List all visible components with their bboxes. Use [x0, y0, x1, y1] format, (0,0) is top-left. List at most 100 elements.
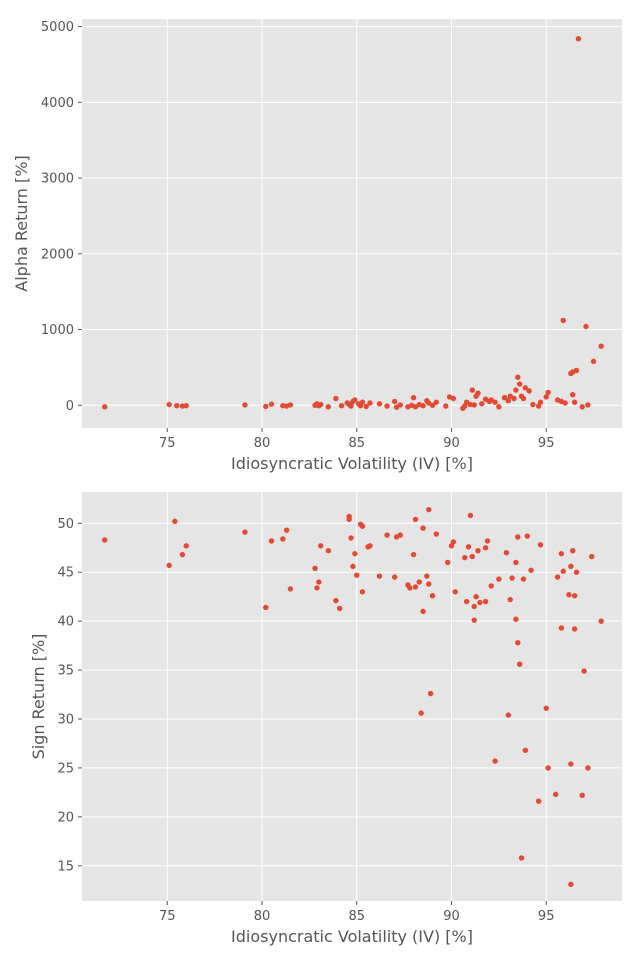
data-point — [507, 596, 513, 603]
x-axis-title: Idiosyncratic Volatility (IV) [%] — [231, 927, 473, 946]
data-point — [509, 575, 515, 581]
y-tick-label: 0 — [66, 399, 74, 414]
data-point — [333, 395, 339, 402]
y-tick-label: 40 — [57, 615, 74, 630]
data-point — [579, 404, 585, 410]
x-tick-label: 90 — [443, 436, 460, 451]
x-tick-label: 80 — [254, 909, 271, 924]
data-point — [581, 668, 587, 674]
data-point — [571, 626, 578, 632]
data-point — [552, 791, 559, 798]
data-point — [518, 855, 525, 861]
data-point — [537, 399, 544, 405]
data-point — [570, 391, 576, 398]
plot-background — [82, 492, 622, 901]
data-point — [562, 400, 568, 406]
data-point — [585, 402, 591, 408]
x-tick-label: 85 — [348, 909, 365, 924]
data-point — [543, 705, 549, 711]
data-point — [482, 545, 489, 551]
data-point — [496, 576, 502, 582]
data-point — [268, 538, 275, 544]
data-point — [346, 516, 352, 523]
data-point — [318, 543, 324, 549]
x-tick-label: 75 — [159, 436, 176, 451]
data-point — [558, 625, 565, 631]
data-point — [420, 525, 426, 531]
data-point — [418, 710, 424, 716]
data-point — [484, 538, 491, 544]
data-point — [183, 402, 189, 409]
data-point — [325, 404, 332, 410]
data-point — [475, 548, 481, 554]
y-axis-title: Sign Return [%] — [29, 634, 48, 760]
x-tick-label: 90 — [443, 909, 460, 924]
data-point — [354, 572, 360, 578]
data-point — [475, 390, 481, 396]
data-point — [412, 584, 419, 590]
data-point — [336, 605, 343, 612]
data-point — [588, 553, 595, 560]
x-axis-title: Idiosyncratic Volatility (IV) [%] — [231, 454, 473, 473]
data-point — [535, 798, 542, 804]
data-point — [545, 765, 551, 771]
data-point — [585, 765, 591, 771]
y-tick-label: 25 — [57, 761, 74, 776]
data-point — [174, 402, 180, 409]
data-point — [433, 399, 440, 405]
data-point — [568, 563, 574, 570]
data-point — [102, 404, 108, 410]
data-point — [571, 399, 578, 405]
data-point — [183, 543, 189, 549]
data-point — [443, 403, 449, 409]
data-point — [471, 603, 477, 610]
data-point — [571, 593, 578, 599]
data-point — [426, 581, 432, 587]
y-tick-label: 35 — [57, 664, 74, 679]
data-point — [376, 401, 383, 407]
y-tick-label: 30 — [57, 713, 74, 728]
data-point — [348, 535, 354, 541]
data-point — [287, 402, 294, 408]
data-point — [450, 539, 457, 545]
alpha-return-scatter-panel: 75 80 85 90 95 0 1000 2000 3000 4000 5000 Idiosyncr… — [12, 19, 622, 473]
data-point — [515, 534, 521, 540]
data-point — [352, 550, 358, 557]
data-point — [263, 604, 269, 611]
data-point — [359, 589, 366, 595]
data-point — [348, 403, 354, 409]
data-point — [513, 387, 519, 393]
data-point — [496, 404, 502, 410]
data-point — [427, 690, 434, 697]
data-point — [530, 401, 536, 408]
data-point — [412, 516, 419, 523]
data-point — [473, 593, 479, 600]
data-point — [424, 573, 430, 579]
data-point — [579, 792, 585, 799]
data-point — [583, 323, 589, 330]
data-point — [367, 543, 373, 549]
data-point — [166, 562, 172, 569]
plot-background — [82, 19, 622, 428]
data-point — [359, 523, 366, 529]
data-point — [397, 402, 404, 408]
data-point — [384, 532, 390, 538]
data-point — [450, 395, 457, 402]
data-point — [420, 608, 426, 615]
data-point — [568, 881, 574, 888]
data-point — [465, 544, 472, 550]
data-point — [513, 559, 519, 566]
data-point — [384, 403, 390, 409]
data-point — [522, 747, 529, 754]
data-point — [467, 512, 474, 519]
data-point — [522, 385, 529, 391]
data-point — [363, 403, 369, 410]
data-point — [444, 559, 451, 566]
data-point — [280, 536, 286, 542]
data-point — [283, 527, 290, 533]
x-tick-label: 95 — [538, 436, 555, 451]
data-point — [469, 387, 476, 393]
y-tick-label: 2000 — [41, 247, 74, 262]
y-tick-label: 5000 — [41, 20, 74, 35]
data-point — [463, 598, 470, 605]
